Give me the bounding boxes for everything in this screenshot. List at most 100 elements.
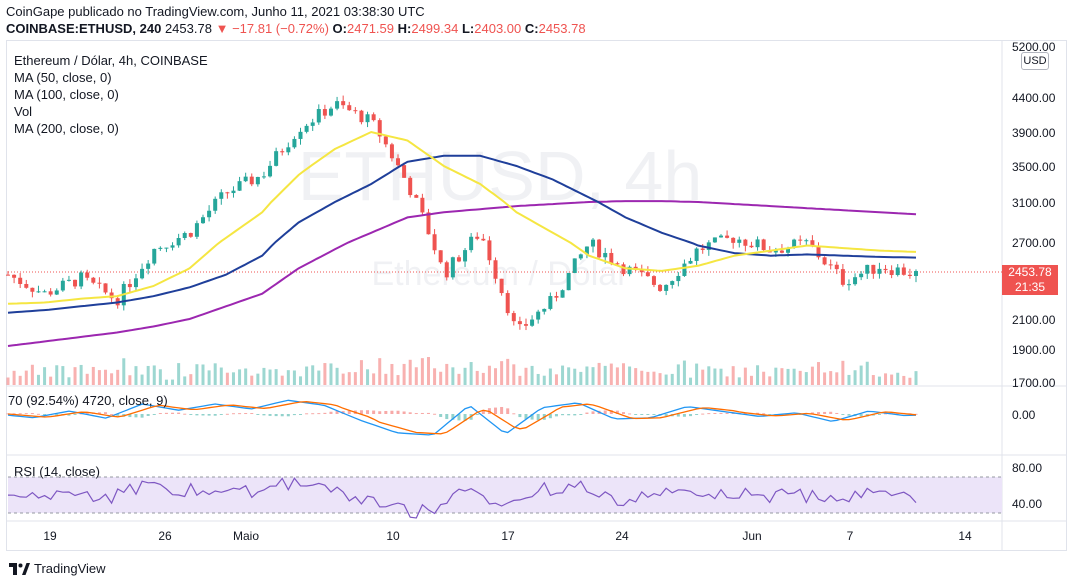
volume-bar (158, 369, 162, 385)
candle-body (60, 280, 65, 291)
macd-hist-bar (110, 413, 114, 415)
macd-hist-bar (701, 413, 705, 415)
macd-hist-bar (12, 413, 16, 415)
volume-bar (396, 375, 400, 385)
volume-bar (6, 377, 10, 385)
current-price-tag: 2453.78 21:35 (1002, 265, 1058, 295)
candle-body (676, 275, 681, 282)
candle-body (383, 136, 388, 145)
candle-body (12, 274, 17, 278)
candle-body (779, 250, 784, 253)
macd-hist-bar (384, 410, 388, 414)
volume-bar (420, 358, 424, 385)
legend-ma50[interactable]: MA (50, close, 0) (14, 70, 112, 85)
macd-hist-bar (146, 414, 150, 416)
candle-body (24, 283, 29, 288)
volume-bar (890, 374, 894, 385)
volume-bar (579, 371, 583, 385)
volume-bar (689, 377, 693, 385)
footer-branding[interactable]: TradingView (8, 561, 106, 576)
macd-hist-bar (841, 414, 845, 415)
candle-body (914, 271, 918, 276)
macd-hist-bar (877, 414, 881, 415)
candle-body (511, 313, 516, 322)
currency-button[interactable]: USD (1021, 52, 1049, 70)
volume-bar (79, 364, 83, 385)
volume-bar (97, 370, 101, 385)
volume-bar (61, 366, 65, 385)
volume-bar (847, 374, 851, 385)
macd-hist-bar (579, 414, 583, 415)
volume-bar (463, 367, 467, 385)
candle-body (591, 239, 596, 247)
legend-macd[interactable]: 70 (92.54%) 4720, close, 9) (8, 393, 168, 408)
macd-hist-bar (158, 413, 162, 415)
macd-hist-bar (347, 410, 351, 414)
candle-body (79, 272, 84, 287)
volume-bar (305, 366, 309, 385)
volume-bar (372, 373, 376, 385)
volume-bar (439, 371, 443, 385)
volume-bar (207, 370, 211, 385)
macd-hist-bar (195, 414, 199, 416)
chart-frame (6, 40, 1067, 551)
price-tick: 1900.00 (1012, 343, 1056, 357)
legend-ma100[interactable]: MA (100, close, 0) (14, 87, 119, 102)
candle-body (158, 247, 163, 249)
volume-bar (341, 373, 345, 385)
macd-hist-bar (420, 412, 424, 414)
macd-hist-bar (494, 407, 498, 414)
bar-countdown: 21:35 (1014, 280, 1046, 294)
macd-hist-bar (445, 414, 449, 420)
macd-hist-bar (152, 414, 156, 415)
volume-bar (292, 370, 296, 385)
candle-body (426, 212, 431, 235)
candle-body (225, 192, 230, 194)
legend-vol[interactable]: Vol (14, 104, 33, 119)
macd-hist-bar (219, 414, 223, 415)
macd-hist-bar (676, 414, 680, 417)
candle-body (6, 274, 10, 276)
legend-rsi[interactable]: RSI (14, close) (14, 464, 100, 479)
macd-hist-bar (189, 414, 193, 415)
volume-bar (231, 372, 235, 385)
candle-body (682, 263, 687, 276)
candle-body (499, 278, 504, 294)
volume-bar (317, 370, 321, 385)
volume-bar (268, 369, 272, 385)
macd-hist-bar (756, 412, 760, 414)
candle-body (481, 238, 486, 241)
legend-title[interactable]: Ethereum / Dólar, 4h, COINBASE (14, 53, 208, 68)
macd-hist-bar (695, 414, 699, 415)
volume-bar (768, 376, 772, 385)
candle-body (816, 245, 821, 258)
macd-hist-bar (250, 413, 254, 415)
ma200-line (7, 200, 917, 347)
volume-bar (177, 363, 181, 385)
candle-body (36, 291, 41, 293)
macd-hist-bar (335, 411, 339, 414)
volume-bar (250, 375, 254, 385)
macd-hist-bar (829, 411, 833, 414)
candle-body (865, 264, 870, 274)
volume-bar (628, 366, 632, 385)
volume-bar (110, 373, 114, 385)
legend-ma200[interactable]: MA (200, close, 0) (14, 121, 119, 136)
candle-body (389, 144, 394, 159)
macd-hist-bar (652, 414, 656, 415)
candle-body (786, 247, 791, 253)
candle-body (548, 296, 553, 309)
candle-body (133, 278, 138, 288)
volume-bar (695, 363, 699, 385)
candle-body (633, 266, 638, 270)
candle-body (420, 197, 425, 213)
volume-bar (323, 363, 327, 385)
volume-bar (146, 365, 150, 385)
macd-hist-bar (177, 412, 181, 414)
volume-bar (554, 374, 558, 385)
volume-bar (183, 376, 187, 385)
volume-bar (701, 369, 705, 385)
volume-bar (122, 358, 126, 385)
volume-bar (609, 363, 613, 385)
